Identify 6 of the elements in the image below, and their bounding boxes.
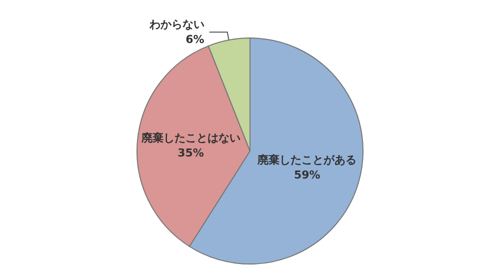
data-label: 35% [178, 146, 204, 160]
data-label: 59% [294, 168, 320, 182]
slice-label: 廃棄したことがある [256, 154, 357, 167]
slice-label: 廃棄したことはない [140, 131, 240, 144]
slice-label: わからない [148, 18, 204, 32]
data-label: 6% [186, 33, 204, 46]
